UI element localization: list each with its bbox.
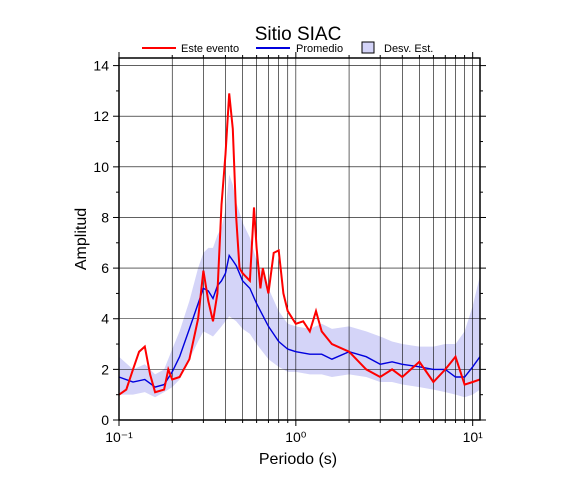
series-line [119,253,480,388]
y-tick-label: 10 [93,159,109,175]
series-line [119,93,480,396]
legend-label: Promedio [296,43,343,55]
x-axis-label: Periodo (s) [259,451,337,468]
y-tick-label: 6 [101,260,109,276]
legend-swatch [361,41,375,54]
std-band [119,174,480,398]
y-tick-label: 0 [101,412,109,428]
legend-label: Desv. Est. [384,43,433,55]
y-axis-label: Amplitud [73,208,90,270]
x-tick-label: 10¹ [463,429,484,445]
x-tick-label: 10⁰ [285,429,307,445]
y-tick-label: 14 [93,58,109,74]
y-tick-label: 8 [101,209,109,225]
y-tick-label: 2 [101,361,109,377]
chart-title: Sitio SIAC [255,24,342,45]
x-tick-label: 10⁻¹ [105,429,133,445]
legend-label: Este evento [181,43,239,55]
plot-frame [118,57,481,421]
y-tick-label: 4 [101,311,109,327]
y-tick-label: 12 [93,108,109,124]
